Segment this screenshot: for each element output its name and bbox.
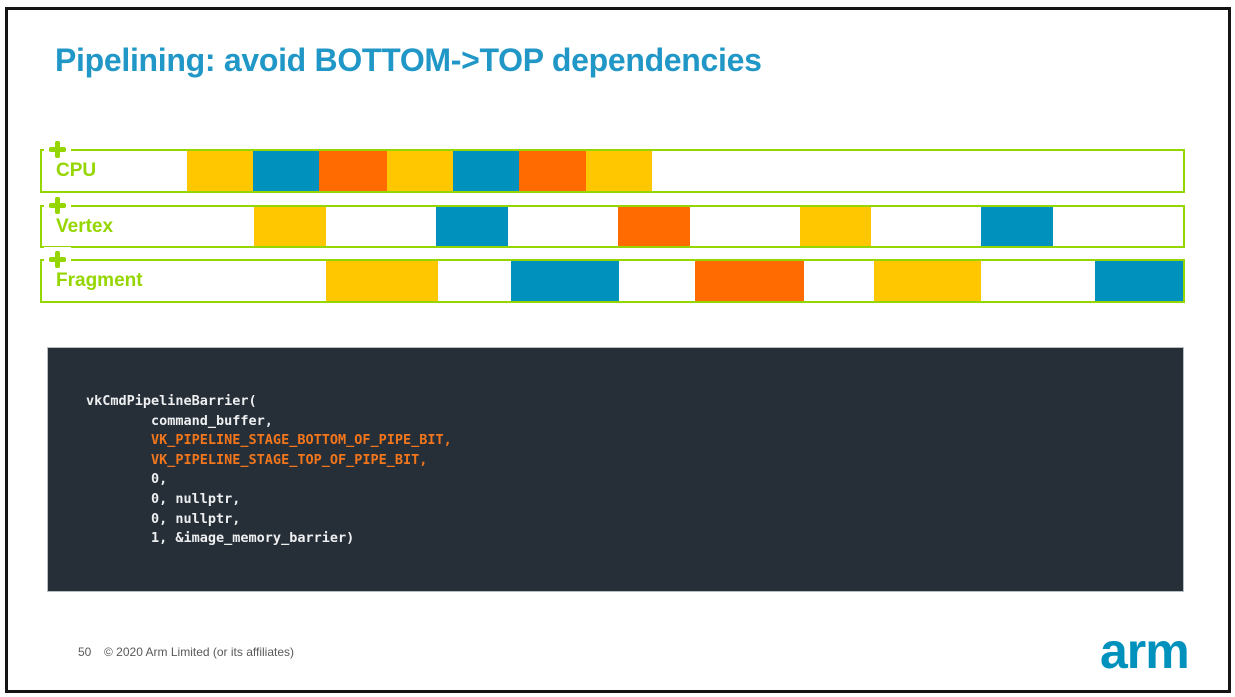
slide-title: Pipelining: avoid BOTTOM->TOP dependenci… [55,42,762,78]
code-line: 0, nullptr, [86,510,241,527]
code-line: 0, nullptr, [86,490,241,507]
code-line: vkCmdPipelineBarrier( [86,393,257,409]
code-line-highlighted: VK_PIPELINE_STAGE_BOTTOM_OF_PIPE_BIT, [86,432,452,449]
timeline-bar-vertex: Vertex [40,193,1185,248]
work-block-blue [452,151,519,191]
work-block-yellow [873,261,982,301]
page-number: 50 [78,645,92,659]
timeline-bar-cpu: CPU [40,137,1185,193]
work-block-blue [981,207,1053,246]
code-line-highlighted: VK_PIPELINE_STAGE_TOP_OF_PIPE_BIT, [86,451,428,468]
timeline-bar-fragment: Fragment [40,247,1185,303]
work-block-yellow [186,151,254,191]
work-block-orange [518,151,587,191]
plus-icon [44,247,71,273]
plus-icon [44,193,71,219]
work-block-orange [618,207,691,246]
work-block-blue [1095,261,1183,301]
work-block-yellow [326,261,438,301]
code-line: 0, [86,471,168,488]
code-lines: vkCmdPipelineBarrier( command_buffer, VK… [86,392,452,549]
work-block-yellow [386,151,453,191]
bar-label: Fragment [56,270,143,291]
code-line: command_buffer, [86,412,273,429]
work-block-blue [435,207,508,246]
work-block-orange [319,151,387,191]
work-block-blue [253,151,320,191]
pipeline-timeline-diagram: CPU Vertex Fragment [40,137,1185,303]
bar-label: CPU [56,160,97,181]
copyright-text: © 2020 Arm Limited (or its affiliates) [104,645,295,659]
work-block-yellow [586,151,653,191]
code-line: 1, &image_memory_barrier) [86,530,355,547]
code-block: vkCmdPipelineBarrier( command_buffer, VK… [47,347,1184,592]
work-block-yellow [799,207,872,246]
work-block-yellow [254,207,327,246]
work-block-blue [510,261,620,301]
plus-icon [44,137,71,163]
arm-logo: arm [1100,623,1190,679]
bar-label: Vertex [56,215,114,237]
work-block-orange [694,261,805,301]
